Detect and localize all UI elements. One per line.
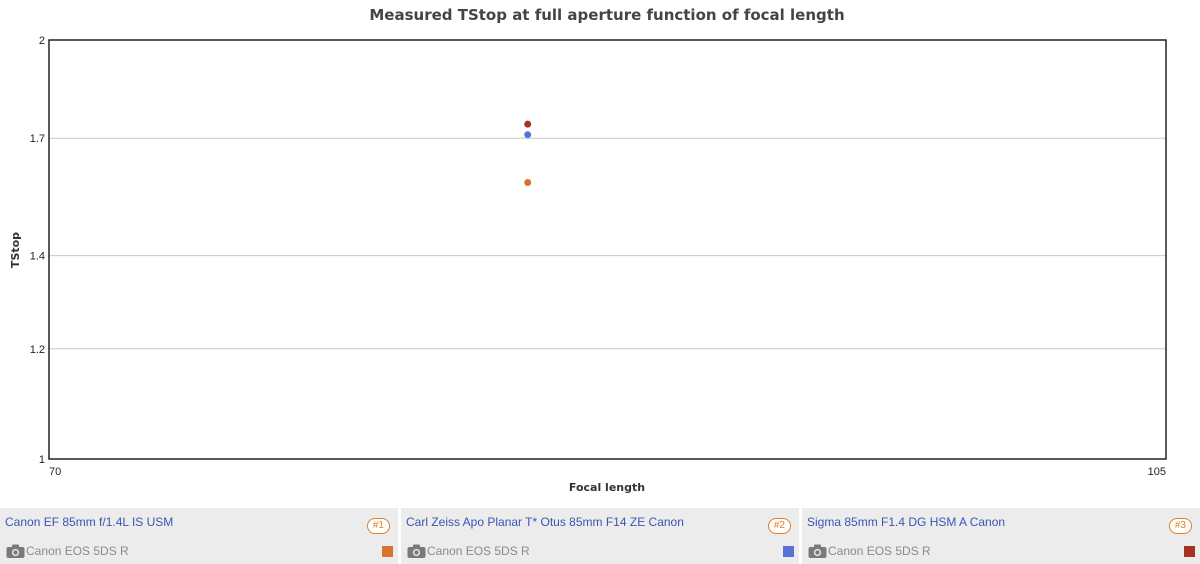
x-tick-label: 70 (49, 466, 61, 478)
legend-card-2[interactable]: Carl Zeiss Apo Planar T* Otus 85mm F14 Z… (401, 508, 799, 564)
y-tick-label: 1 (39, 454, 45, 466)
grid-lines (49, 137, 1166, 350)
lens-name-link[interactable]: Sigma 85mm F1.4 DG HSM A Canon (807, 515, 1006, 529)
data-point-series-3[interactable] (524, 120, 532, 128)
lens-name-link[interactable]: Carl Zeiss Apo Planar T* Otus 85mm F14 Z… (406, 515, 684, 529)
camera-row: Canon EOS 5DS R (808, 544, 931, 558)
rank-badge: #3 (1168, 518, 1192, 534)
camera-icon (6, 544, 25, 558)
chart-area: 2 1.7 1.4 1.2 1 70 105 Focal length TStop (9, 35, 1167, 494)
data-point-series-2[interactable] (524, 131, 532, 139)
legend-card-1[interactable]: Canon EF 85mm f/1.4L IS USM #1 Canon EOS… (0, 508, 398, 564)
camera-name: Canon EOS 5DS R (828, 544, 931, 558)
series-color-swatch (1184, 546, 1195, 557)
chart-title: Measured TStop at full aperture function… (369, 6, 845, 24)
series-color-swatch (382, 546, 393, 557)
y-axis-label: TStop (9, 232, 22, 268)
rank-badge: #1 (366, 518, 390, 534)
plot-frame (48, 39, 1167, 460)
camera-row: Canon EOS 5DS R (6, 544, 129, 558)
x-tick-label: 105 (1148, 466, 1166, 478)
y-axis-ticks: 2 1.7 1.4 1.2 1 (30, 35, 45, 466)
y-tick-label: 1.4 (30, 251, 45, 263)
camera-row: Canon EOS 5DS R (407, 544, 530, 558)
legend-card-3[interactable]: Sigma 85mm F1.4 DG HSM A Canon #3 Canon … (802, 508, 1200, 564)
camera-icon (808, 544, 827, 558)
lens-name-link[interactable]: Canon EF 85mm f/1.4L IS USM (5, 515, 174, 529)
camera-icon (407, 544, 426, 558)
x-axis-ticks: 70 105 (49, 466, 1166, 478)
y-tick-label: 1.2 (30, 344, 45, 356)
series-color-swatch (783, 546, 794, 557)
camera-name: Canon EOS 5DS R (427, 544, 530, 558)
x-axis-label: Focal length (569, 481, 645, 494)
camera-name: Canon EOS 5DS R (26, 544, 129, 558)
rank-badge: #2 (767, 518, 791, 534)
data-points (524, 120, 532, 186)
y-tick-label: 1.7 (30, 133, 45, 145)
y-tick-label: 2 (39, 35, 45, 47)
legend: Canon EF 85mm f/1.4L IS USM #1 Canon EOS… (0, 508, 1200, 564)
data-point-series-1[interactable] (524, 178, 532, 186)
